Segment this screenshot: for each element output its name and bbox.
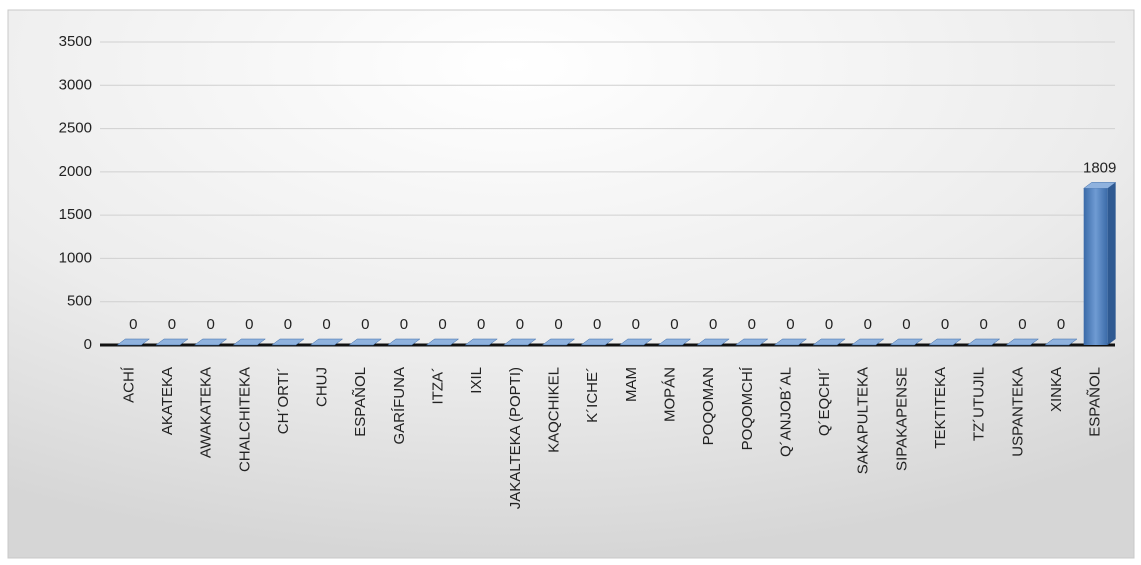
value-label: 0 bbox=[284, 316, 292, 333]
value-label: 0 bbox=[400, 316, 408, 333]
x-tick-label: MAM bbox=[623, 367, 640, 402]
value-label: 0 bbox=[632, 316, 640, 333]
y-tick-label: 1500 bbox=[59, 206, 92, 223]
x-tick-label: POQOMCHÍ bbox=[739, 366, 756, 450]
x-tick-label: ITZA´ bbox=[430, 367, 447, 405]
y-tick-label: 3000 bbox=[59, 76, 92, 93]
chart-background bbox=[7, 9, 1135, 559]
value-label: 0 bbox=[941, 316, 949, 333]
x-tick-label: XINKA bbox=[1048, 367, 1065, 412]
y-tick-label: 2000 bbox=[59, 163, 92, 180]
value-label: 0 bbox=[361, 316, 369, 333]
value-label: 0 bbox=[438, 316, 446, 333]
value-label: 0 bbox=[322, 316, 330, 333]
y-tick-label: 3500 bbox=[59, 33, 92, 50]
value-label: 0 bbox=[168, 316, 176, 333]
value-label: 0 bbox=[1018, 316, 1026, 333]
x-tick-label: CH´ORTI´ bbox=[275, 367, 292, 434]
y-tick-label: 500 bbox=[67, 293, 92, 310]
value-label: 0 bbox=[709, 316, 717, 333]
value-label: 0 bbox=[245, 316, 253, 333]
x-tick-label: KAQCHIKEL bbox=[545, 367, 562, 453]
x-tick-label: K´ICHE´ bbox=[584, 367, 601, 423]
x-tick-label: MOPÁN bbox=[661, 367, 678, 422]
x-tick-label: JAKALTEKA (POPTI) bbox=[507, 367, 524, 509]
value-label: 0 bbox=[1057, 316, 1065, 333]
x-tick-label: AWAKATEKA bbox=[198, 367, 215, 458]
value-label: 0 bbox=[902, 316, 910, 333]
x-tick-label: ESPAÑOL bbox=[1087, 367, 1104, 437]
x-tick-label: AKATEKA bbox=[159, 367, 176, 435]
value-label: 0 bbox=[748, 316, 756, 333]
value-label: 0 bbox=[206, 316, 214, 333]
bar-side bbox=[1107, 182, 1116, 345]
y-tick-label: 0 bbox=[84, 336, 92, 353]
x-tick-label: TZ´UTUJIL bbox=[971, 367, 988, 441]
x-tick-label: Q´EQCHI´ bbox=[816, 367, 833, 436]
x-tick-label: ESPAÑOL bbox=[352, 367, 369, 437]
value-label: 0 bbox=[786, 316, 794, 333]
value-label: 0 bbox=[980, 316, 988, 333]
x-tick-label: CHUJ bbox=[314, 367, 331, 407]
x-tick-label: Q´ANJOB´AL bbox=[777, 367, 794, 457]
value-label: 0 bbox=[554, 316, 562, 333]
value-label: 0 bbox=[593, 316, 601, 333]
x-tick-label: USPANTEKA bbox=[1009, 367, 1026, 457]
y-tick-label: 2500 bbox=[59, 120, 92, 137]
x-tick-label: IXIL bbox=[468, 367, 485, 394]
x-tick-label: SIPAKAPENSE bbox=[893, 367, 910, 471]
value-label: 0 bbox=[825, 316, 833, 333]
value-label: 0 bbox=[477, 316, 485, 333]
x-tick-label: SAKAPULTEKA bbox=[855, 367, 872, 474]
x-tick-label: CHALCHITEKA bbox=[236, 367, 253, 472]
value-label: 0 bbox=[129, 316, 137, 333]
value-label: 0 bbox=[516, 316, 524, 333]
x-tick-label: ACHÍ bbox=[120, 366, 137, 403]
x-tick-label: POQOMAN bbox=[700, 367, 717, 445]
x-tick-label: GARÍFUNA bbox=[391, 367, 408, 445]
value-label: 1809 bbox=[1083, 159, 1116, 176]
value-label: 0 bbox=[670, 316, 678, 333]
x-tick-label: TEKTITEKA bbox=[932, 367, 949, 449]
value-label: 0 bbox=[864, 316, 872, 333]
y-tick-label: 1000 bbox=[59, 249, 92, 266]
bar bbox=[1083, 188, 1108, 345]
